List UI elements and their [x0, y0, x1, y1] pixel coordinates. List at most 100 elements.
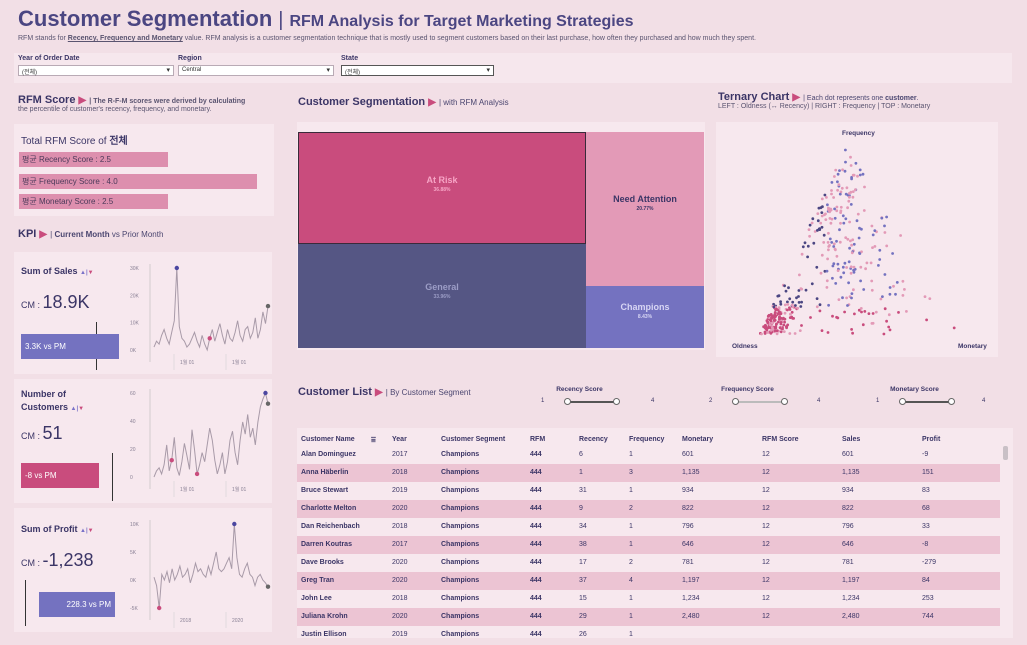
ternary-point[interactable] — [825, 286, 829, 289]
ternary-point[interactable] — [879, 297, 883, 301]
ternary-point[interactable] — [874, 310, 878, 314]
ternary-point[interactable] — [878, 258, 882, 261]
ternary-point[interactable] — [887, 325, 891, 329]
ternary-point[interactable] — [844, 148, 847, 152]
ternary-point[interactable] — [844, 236, 848, 239]
ternary-point[interactable] — [871, 321, 875, 325]
ternary-point[interactable] — [845, 266, 848, 269]
ternary-point[interactable] — [830, 241, 834, 244]
ternary-point[interactable] — [828, 244, 831, 247]
frequency-score-bar[interactable]: 평균 Frequency Score : 4.0 — [19, 174, 257, 189]
ternary-point[interactable] — [888, 328, 892, 332]
ternary-point[interactable] — [859, 307, 863, 310]
monetary-score-slider[interactable]: Monetary Score 1 4 — [876, 386, 986, 405]
recency-score-bar[interactable]: 평균 Recency Score : 2.5 — [19, 152, 168, 167]
treemap-need-attention[interactable]: Need Attention 20.77% — [586, 132, 704, 286]
ternary-point[interactable] — [808, 234, 811, 238]
max-point[interactable] — [263, 390, 268, 396]
ternary-point[interactable] — [894, 292, 897, 296]
ternary-point[interactable] — [777, 294, 781, 298]
ternary-point[interactable] — [851, 195, 855, 199]
ternary-point[interactable] — [835, 205, 839, 209]
ternary-point[interactable] — [885, 244, 889, 248]
table-row[interactable]: Dan Reichenbach 2018 Champions 444 34 1 796 12 7… — [297, 518, 1000, 536]
ternary-point[interactable] — [838, 228, 841, 232]
ternary-point[interactable] — [858, 252, 862, 256]
ternary-point[interactable] — [800, 300, 803, 304]
ternary-point[interactable] — [849, 239, 852, 243]
treemap-champions[interactable]: Champions 8.43% — [586, 286, 704, 348]
ternary-point[interactable] — [789, 312, 792, 316]
ternary-point[interactable] — [794, 304, 797, 307]
ternary-point[interactable] — [825, 269, 829, 273]
ternary-point[interactable] — [833, 175, 836, 178]
ternary-point[interactable] — [845, 186, 849, 190]
ternary-point[interactable] — [881, 295, 884, 298]
ternary-point[interactable] — [787, 286, 790, 290]
ternary-point[interactable] — [818, 303, 822, 307]
ternary-point[interactable] — [892, 284, 895, 288]
ternary-point[interactable] — [808, 223, 812, 227]
frequency-score-slider[interactable]: Frequency Score 2 4 — [709, 386, 821, 405]
ternary-point[interactable] — [816, 229, 819, 232]
ternary-point[interactable] — [779, 321, 783, 324]
ternary-point[interactable] — [783, 311, 787, 315]
ternary-point[interactable] — [838, 240, 842, 244]
slider-handle-min[interactable] — [899, 398, 906, 405]
col-year[interactable]: Year — [392, 436, 407, 443]
ternary-point[interactable] — [858, 173, 862, 177]
ternary-point[interactable] — [865, 261, 869, 265]
ternary-point[interactable] — [849, 203, 853, 206]
ternary-point[interactable] — [851, 331, 854, 335]
ternary-point[interactable] — [827, 231, 830, 235]
ternary-point[interactable] — [771, 321, 774, 325]
ternary-point[interactable] — [849, 164, 853, 167]
ternary-point[interactable] — [838, 169, 841, 172]
ternary-point[interactable] — [848, 220, 851, 224]
ternary-point[interactable] — [816, 219, 820, 223]
ternary-point[interactable] — [820, 253, 824, 257]
ternary-point[interactable] — [844, 217, 848, 221]
ternary-point[interactable] — [781, 327, 784, 331]
ternary-point[interactable] — [774, 325, 778, 329]
ternary-point[interactable] — [801, 245, 805, 249]
ternary-point[interactable] — [830, 181, 834, 184]
ternary-point[interactable] — [834, 168, 838, 172]
ternary-point[interactable] — [832, 262, 836, 266]
ternary-point[interactable] — [779, 300, 782, 304]
ternary-point[interactable] — [888, 292, 892, 296]
ternary-point[interactable] — [850, 296, 853, 300]
ternary-point[interactable] — [862, 288, 866, 291]
ternary-point[interactable] — [807, 228, 811, 231]
ternary-point[interactable] — [833, 207, 836, 211]
ternary-point[interactable] — [852, 173, 856, 177]
ternary-point[interactable] — [883, 231, 887, 234]
ternary-point[interactable] — [792, 317, 795, 320]
ternary-point[interactable] — [776, 312, 780, 316]
ternary-point[interactable] — [871, 246, 874, 249]
ternary-point[interactable] — [835, 254, 839, 258]
ternary-point[interactable] — [806, 244, 810, 248]
ternary-point[interactable] — [770, 316, 773, 320]
ternary-point[interactable] — [821, 205, 824, 209]
ternary-point[interactable] — [763, 330, 767, 334]
ternary-point[interactable] — [847, 281, 850, 285]
ternary-point[interactable] — [791, 305, 795, 308]
ternary-point[interactable] — [882, 332, 886, 336]
ternary-point[interactable] — [860, 250, 863, 254]
ternary-point[interactable] — [952, 326, 956, 330]
ternary-point[interactable] — [828, 210, 831, 214]
ternary-point[interactable] — [925, 318, 928, 322]
ternary-point[interactable] — [852, 265, 856, 269]
ternary-point[interactable] — [772, 314, 776, 318]
max-point[interactable] — [232, 521, 237, 527]
ternary-point[interactable] — [806, 255, 809, 259]
ternary-point[interactable] — [788, 332, 792, 335]
last-point[interactable] — [265, 584, 271, 589]
ternary-point[interactable] — [809, 316, 812, 319]
ternary-point[interactable] — [820, 214, 824, 218]
ternary-point[interactable] — [852, 268, 855, 272]
ternary-point[interactable] — [859, 279, 862, 283]
ternary-point[interactable] — [901, 279, 905, 283]
ternary-point[interactable] — [775, 332, 779, 336]
